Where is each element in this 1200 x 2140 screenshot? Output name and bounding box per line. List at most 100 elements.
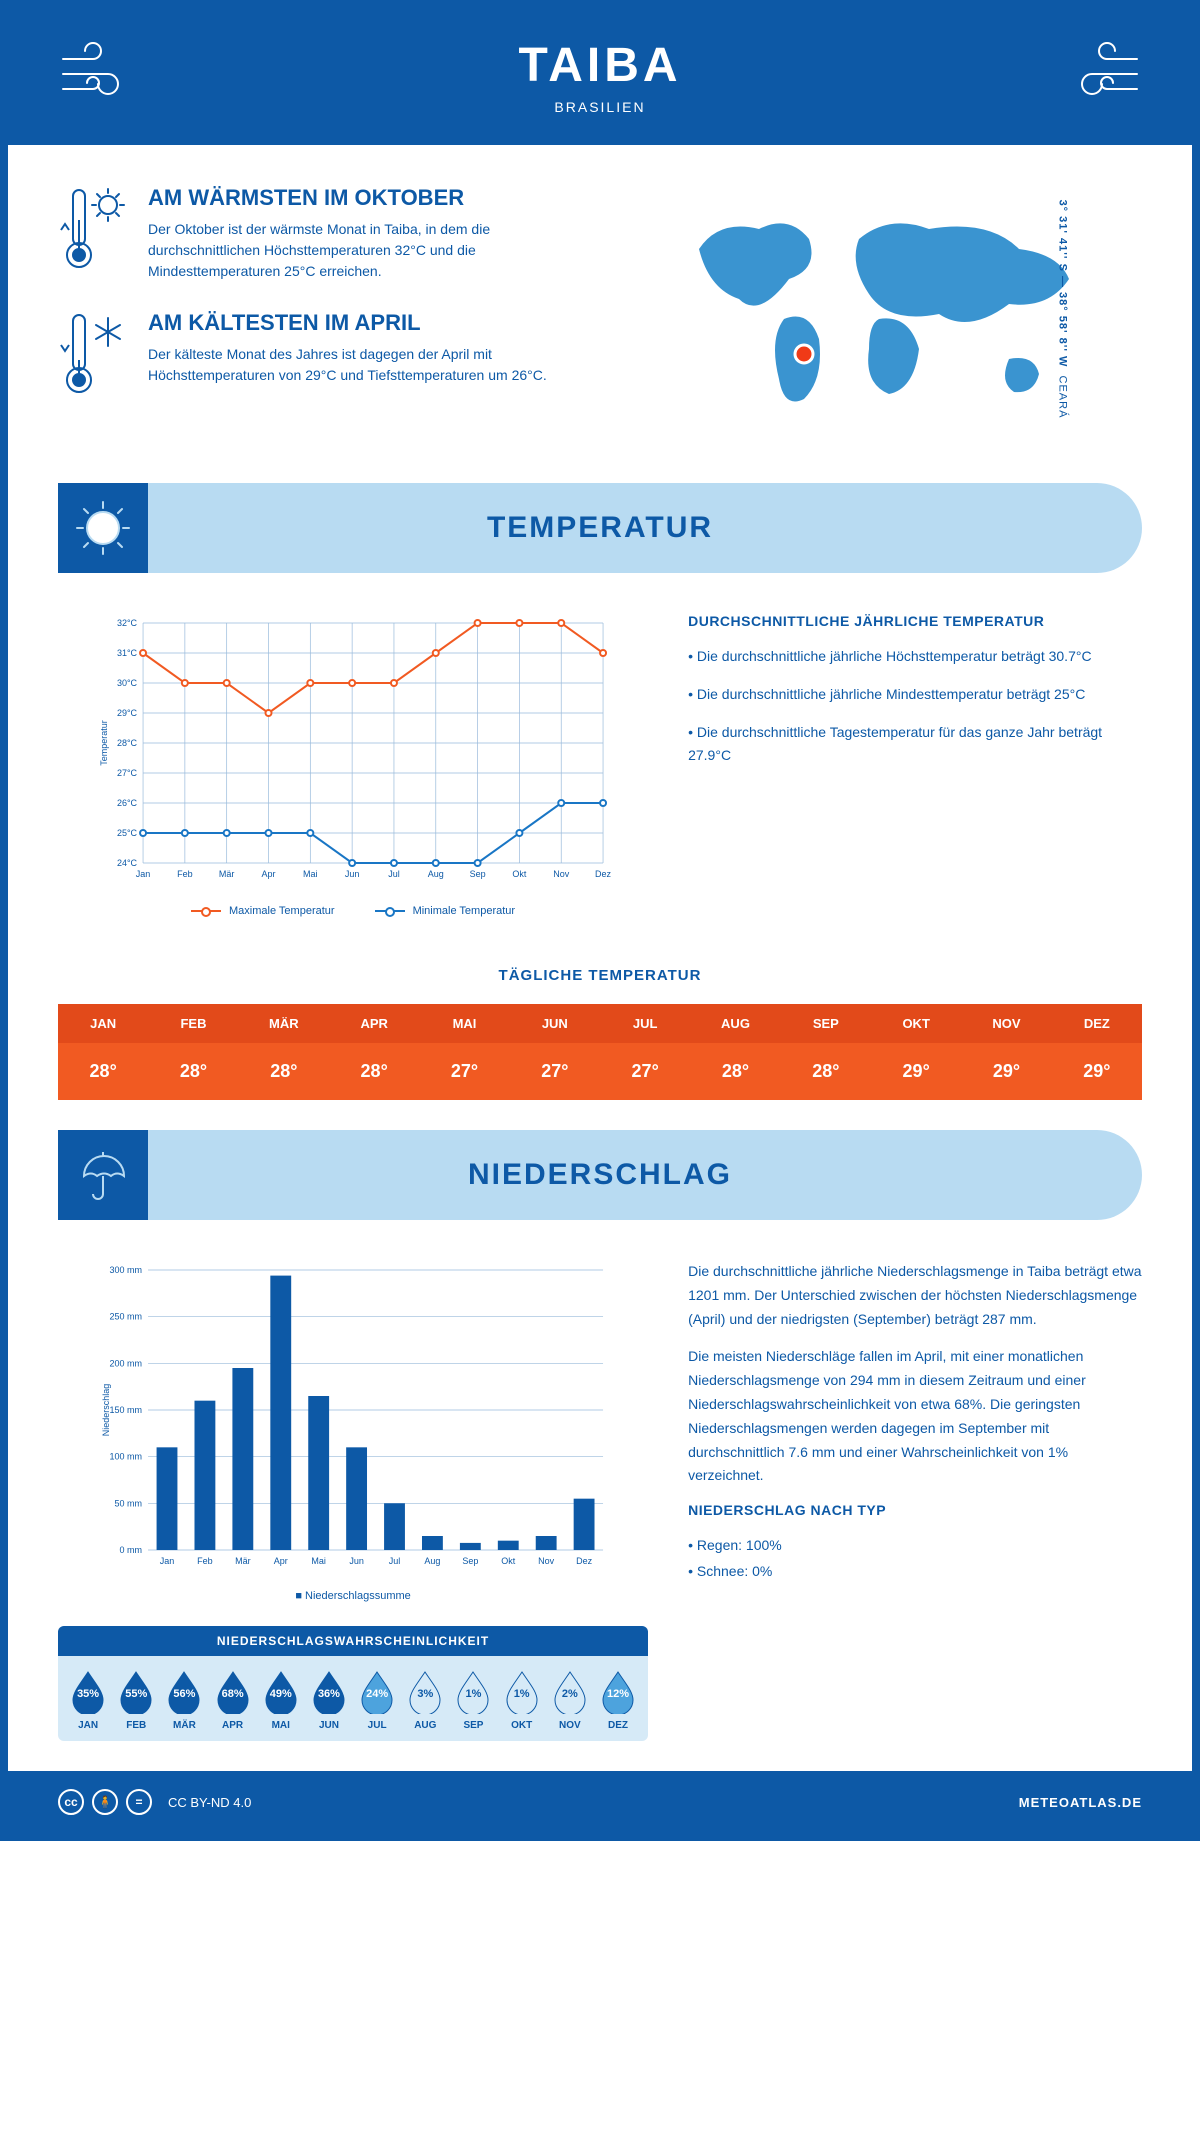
- month-value: 28°: [148, 1043, 238, 1100]
- license-block: cc 🧍 = CC BY-ND 4.0: [58, 1789, 251, 1815]
- temperature-line-chart: 24°C 25°C 26°C 27°C 28°C 29°C 30°C 31°C 32°C Jan F…: [58, 613, 648, 893]
- svg-text:25°C: 25°C: [117, 828, 138, 838]
- precipitation-bar-chart: 0 mm50 mm100 mm150 mm200 mm250 mm300 mmJ…: [58, 1260, 648, 1580]
- month-value: 27°: [600, 1043, 690, 1100]
- svg-text:Okt: Okt: [512, 869, 527, 879]
- precip-legend: ■ Niederschlagssumme: [58, 1590, 648, 1602]
- svg-text:Jun: Jun: [349, 1556, 364, 1566]
- probability-drop: 3% AUG: [401, 1670, 449, 1731]
- page-header: TAIBA BRASILIEN: [8, 8, 1192, 145]
- wind-icon: [1062, 39, 1142, 114]
- precip-para: Die meisten Niederschläge fallen im Apri…: [688, 1345, 1142, 1488]
- probability-drop: 49% MAI: [257, 1670, 305, 1731]
- wind-icon: [58, 39, 138, 114]
- svg-text:29°C: 29°C: [117, 708, 138, 718]
- svg-text:31°C: 31°C: [117, 648, 138, 658]
- probability-drop: 56% MÄR: [160, 1670, 208, 1731]
- thermometer-sun-icon: [58, 185, 128, 282]
- svg-text:150 mm: 150 mm: [110, 1405, 143, 1415]
- precip-para: Die durchschnittliche jährliche Niedersc…: [688, 1260, 1142, 1331]
- warmest-title: AM WÄRMSTEN IM OKTOBER: [148, 185, 585, 211]
- city-name: TAIBA: [138, 38, 1062, 93]
- country-name: BRASILIEN: [138, 99, 1062, 115]
- by-icon: 🧍: [92, 1789, 118, 1815]
- svg-text:Mai: Mai: [303, 869, 318, 879]
- month-header: MAI: [419, 1004, 509, 1043]
- svg-text:Mär: Mär: [219, 869, 235, 879]
- temperature-banner: TEMPERATUR: [58, 483, 1142, 573]
- month-value: 29°: [1052, 1043, 1142, 1100]
- svg-text:Dez: Dez: [576, 1556, 593, 1566]
- svg-text:28°C: 28°C: [117, 738, 138, 748]
- page-footer: cc 🧍 = CC BY-ND 4.0 METEOATLAS.DE: [8, 1771, 1192, 1833]
- svg-text:Feb: Feb: [197, 1556, 213, 1566]
- month-header: DEZ: [1052, 1004, 1142, 1043]
- temp-summary-title: DURCHSCHNITTLICHE JÄHRLICHE TEMPERATUR: [688, 613, 1142, 629]
- svg-text:Nov: Nov: [538, 1556, 555, 1566]
- nd-icon: =: [126, 1789, 152, 1815]
- month-value: 28°: [690, 1043, 780, 1100]
- probability-title: NIEDERSCHLAGSWAHRSCHEINLICHKEIT: [58, 1626, 648, 1656]
- probability-drop: 1% SEP: [449, 1670, 497, 1731]
- svg-text:Aug: Aug: [424, 1556, 440, 1566]
- svg-text:27°C: 27°C: [117, 768, 138, 778]
- probability-drop: 24% JUL: [353, 1670, 401, 1731]
- month-header: AUG: [690, 1004, 780, 1043]
- svg-text:250 mm: 250 mm: [110, 1312, 143, 1322]
- precip-type: • Schnee: 0%: [688, 1560, 1142, 1584]
- svg-text:Mai: Mai: [311, 1556, 326, 1566]
- coldest-text: Der kälteste Monat des Jahres ist dagege…: [148, 344, 585, 386]
- month-header: OKT: [871, 1004, 961, 1043]
- svg-text:Apr: Apr: [261, 869, 275, 879]
- warmest-block: AM WÄRMSTEN IM OKTOBER Der Oktober ist d…: [58, 185, 585, 282]
- month-header: SEP: [781, 1004, 871, 1043]
- section-title-precip: NIEDERSCHLAG: [148, 1158, 1142, 1192]
- month-header: APR: [329, 1004, 419, 1043]
- svg-text:30°C: 30°C: [117, 678, 138, 688]
- svg-text:Sep: Sep: [462, 1556, 478, 1566]
- svg-text:Apr: Apr: [274, 1556, 288, 1566]
- license-text: CC BY-ND 4.0: [168, 1795, 251, 1810]
- svg-text:26°C: 26°C: [117, 798, 138, 808]
- umbrella-icon: [58, 1130, 148, 1220]
- svg-text:Aug: Aug: [428, 869, 444, 879]
- precip-summary: Die durchschnittliche jährliche Niedersc…: [688, 1260, 1142, 1741]
- cc-icon: cc: [58, 1789, 84, 1815]
- probability-drop: 35% JAN: [64, 1670, 112, 1731]
- probability-drop: 2% NOV: [546, 1670, 594, 1731]
- world-map: 3° 31' 41'' S — 38° 58' 8'' W CEARÁ: [615, 185, 1142, 433]
- svg-text:Dez: Dez: [595, 869, 612, 879]
- thermometer-snow-icon: [58, 310, 128, 405]
- page-container: TAIBA BRASILIEN AM WÄRMSTEN IM OKTOBER D…: [0, 0, 1200, 1841]
- svg-text:Okt: Okt: [501, 1556, 516, 1566]
- daily-temp-title: TÄGLICHE TEMPERATUR: [8, 967, 1192, 984]
- svg-text:Niederschlag: Niederschlag: [101, 1384, 111, 1437]
- probability-box: NIEDERSCHLAGSWAHRSCHEINLICHKEIT 35% JAN …: [58, 1626, 648, 1741]
- svg-text:Jul: Jul: [389, 1556, 401, 1566]
- svg-text:Feb: Feb: [177, 869, 193, 879]
- site-name: METEOATLAS.DE: [1019, 1795, 1142, 1810]
- precipitation-banner: NIEDERSCHLAG: [58, 1130, 1142, 1220]
- precip-type-title: NIEDERSCHLAG NACH TYP: [688, 1502, 1142, 1518]
- month-value: 28°: [239, 1043, 329, 1100]
- svg-text:24°C: 24°C: [117, 858, 138, 868]
- svg-text:Jun: Jun: [345, 869, 360, 879]
- probability-drop: 36% JUN: [305, 1670, 353, 1731]
- svg-text:Temperatur: Temperatur: [99, 720, 109, 766]
- month-header: JUN: [510, 1004, 600, 1043]
- intro-row: AM WÄRMSTEN IM OKTOBER Der Oktober ist d…: [8, 145, 1192, 453]
- temp-bullet: • Die durchschnittliche Tagestemperatur …: [688, 721, 1142, 769]
- coords-label: 3° 31' 41'' S — 38° 58' 8'' W CEARÁ: [1057, 200, 1069, 419]
- svg-text:Jul: Jul: [388, 869, 400, 879]
- daily-temp-table: JANFEBMÄRAPRMAIJUNJULAUGSEPOKTNOVDEZ28°2…: [58, 1004, 1142, 1100]
- svg-text:Mär: Mär: [235, 1556, 251, 1566]
- svg-text:Jan: Jan: [136, 869, 151, 879]
- svg-text:50 mm: 50 mm: [115, 1498, 143, 1508]
- month-header: MÄR: [239, 1004, 329, 1043]
- month-header: JAN: [58, 1004, 148, 1043]
- svg-text:32°C: 32°C: [117, 618, 138, 628]
- month-value: 29°: [961, 1043, 1051, 1100]
- probability-drop: 68% APR: [209, 1670, 257, 1731]
- probability-drop: 1% OKT: [498, 1670, 546, 1731]
- probability-drop: 55% FEB: [112, 1670, 160, 1731]
